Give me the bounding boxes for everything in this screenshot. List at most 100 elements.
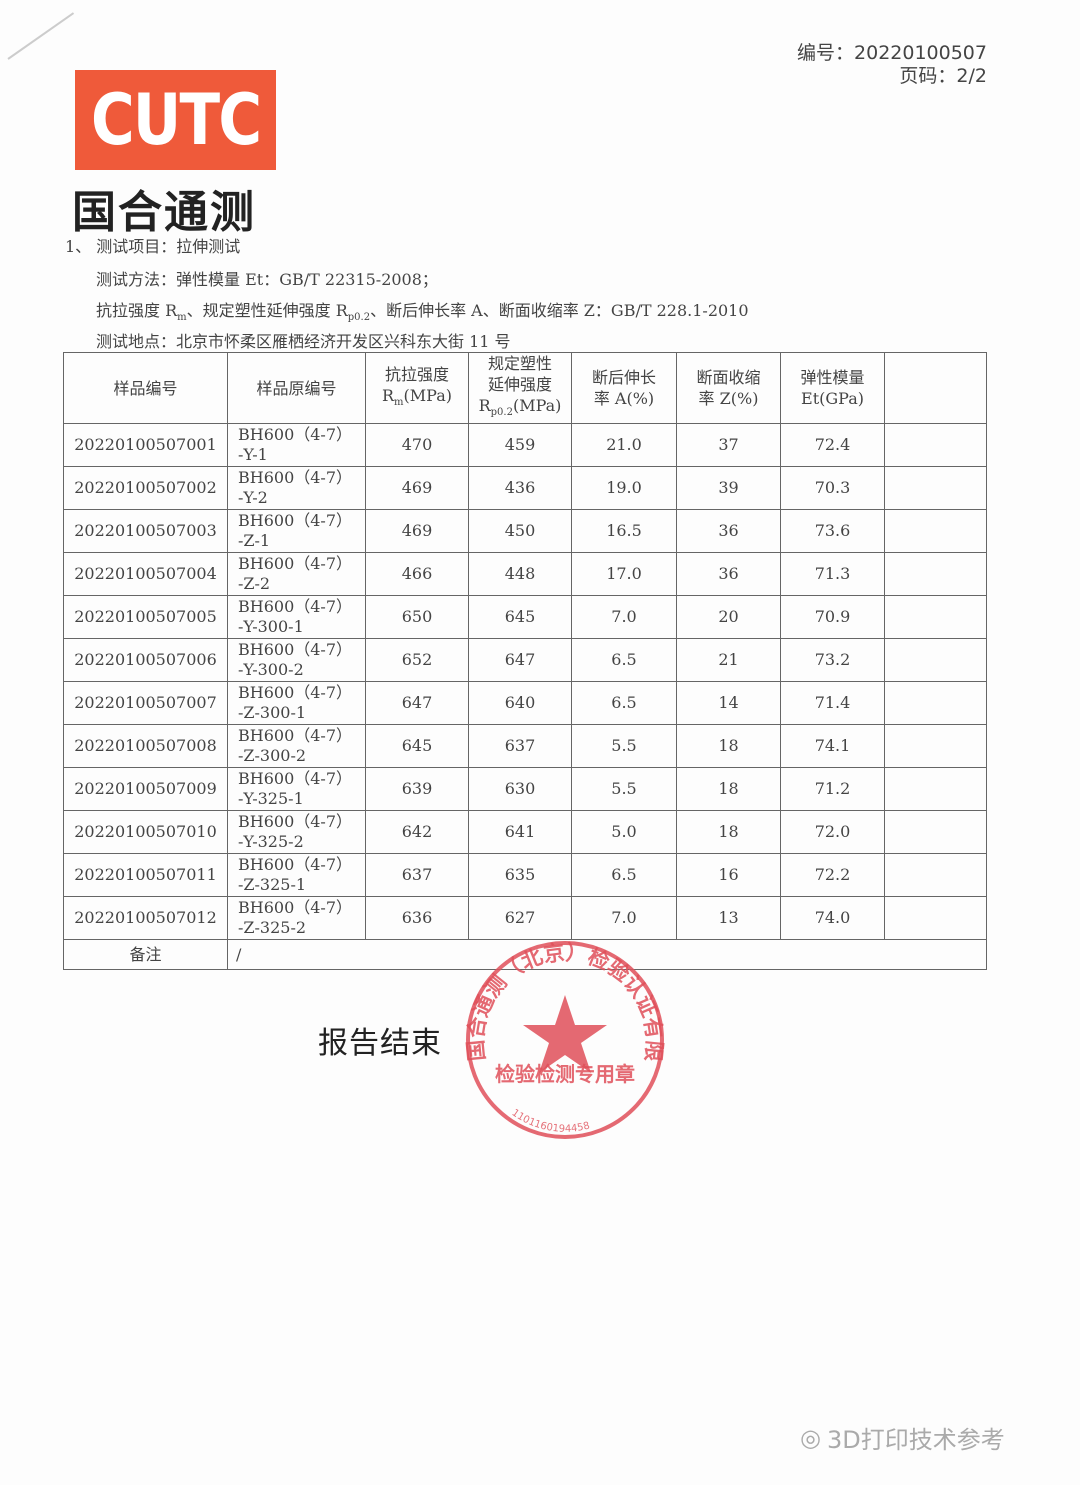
table-row: 20220100507003 BH600（4-7） -Z-1 469 450 16.5 36…: [63, 509, 987, 554]
tensile-strength: 645: [365, 724, 469, 769]
blank: [884, 552, 987, 597]
area-reduction: 18: [676, 724, 781, 769]
blank: [884, 767, 987, 812]
blank: [884, 638, 987, 683]
tensile-strength: 650: [365, 595, 469, 640]
tensile-strength: 642: [365, 810, 469, 855]
header-elongation: 断后伸长率 A(%): [571, 351, 677, 425]
original-id: BH600（4-7） -Y-325-2: [227, 810, 366, 855]
stamp-number: 1101160194458: [510, 1107, 591, 1134]
header-elastic-modulus: 弹性模量 Et(GPa): [780, 351, 885, 425]
table-row: 20220100507012 BH600（4-7） -Z-325-2 636 627 7.…: [63, 896, 987, 941]
tensile-strength: 469: [365, 509, 469, 554]
original-id: BH600（4-7） -Z-325-2: [227, 896, 366, 941]
area-reduction: 21: [676, 638, 781, 683]
results-table: 样品编号 样品原编号 抗拉强度 Rm(MPa) 规定塑性 延伸强度 Rp0.2(MPa) 断后…: [63, 351, 987, 971]
elastic-modulus: 72.4: [780, 423, 885, 468]
blank: [884, 896, 987, 941]
elongation: 19.0: [571, 466, 677, 511]
tensile-strength: 466: [365, 552, 469, 597]
sample-id: 20220100507012: [63, 896, 228, 941]
yield-strength: 630: [468, 767, 572, 812]
remark-label: 备注: [63, 939, 228, 971]
elastic-modulus: 71.4: [780, 681, 885, 726]
logo-cn-name: 国合通测: [72, 187, 256, 238]
sample-id: 20220100507002: [63, 466, 228, 511]
elongation: 17.0: [571, 552, 677, 597]
area-reduction: 20: [676, 595, 781, 640]
elastic-modulus: 74.1: [780, 724, 885, 769]
area-reduction: 18: [676, 810, 781, 855]
elastic-modulus: 71.2: [780, 767, 885, 812]
sample-id: 20220100507005: [63, 595, 228, 640]
elongation: 21.0: [571, 423, 677, 468]
sub-p: p0.2: [347, 312, 371, 324]
table-row: 20220100507007 BH600（4-7） -Z-300-1 647 640 6.…: [63, 681, 987, 726]
original-id: BH600（4-7） -Y-300-1: [227, 595, 366, 640]
elastic-modulus: 72.0: [780, 810, 885, 855]
standard-suffix: 、断后伸长率 A、断面收缩率 Z：GB/T 228.1-2010: [370, 301, 749, 320]
table-row: 20220100507011 BH600（4-7） -Z-325-1 637 635 6.…: [63, 853, 987, 898]
sub-m: m: [177, 312, 187, 324]
sample-id: 20220100507006: [63, 638, 228, 683]
yield-strength: 640: [468, 681, 572, 726]
yield-strength: 635: [468, 853, 572, 898]
area-reduction: 13: [676, 896, 781, 941]
elongation: 5.0: [571, 810, 677, 855]
elastic-modulus: 74.0: [780, 896, 885, 941]
report-end-text: 报告结束: [318, 1026, 442, 1061]
elastic-modulus: 73.6: [780, 509, 885, 554]
yield-strength: 459: [468, 423, 572, 468]
original-id: BH600（4-7） -Y-2: [227, 466, 366, 511]
table-row: 20220100507008 BH600（4-7） -Z-300-2 645 637 5.…: [63, 724, 987, 769]
report-number: 编号：20220100507: [797, 42, 987, 64]
blank: [884, 595, 987, 640]
original-id: BH600（4-7） -Z-300-1: [227, 681, 366, 726]
tensile-strength: 469: [365, 466, 469, 511]
tensile-strength: 470: [365, 423, 469, 468]
official-stamp: 国合通测（北京）检验认证有限公司 检验检测专用章 1101160194458: [455, 935, 667, 1139]
test-method: 测试方法：弹性模量 Et：GB/T 22315-2008；: [96, 270, 438, 289]
stamp-inner-text: 检验检测专用章: [495, 1062, 635, 1086]
sample-id: 20220100507003: [63, 509, 228, 554]
area-reduction: 36: [676, 509, 781, 554]
yield-strength: 448: [468, 552, 572, 597]
tensile-strength: 636: [365, 896, 469, 941]
elongation: 7.0: [571, 896, 677, 941]
yield-strength: 647: [468, 638, 572, 683]
blank: [884, 853, 987, 898]
blank: [884, 681, 987, 726]
elongation: 6.5: [571, 681, 677, 726]
cutc-logo: CUTC: [75, 70, 276, 170]
header-area-reduction: 断面收缩率 Z(%): [676, 351, 781, 425]
blank: [884, 509, 987, 554]
blank: [884, 423, 987, 468]
area-reduction: 14: [676, 681, 781, 726]
table-row: 20220100507002 BH600（4-7） -Y-2 469 436 19.0 39…: [63, 466, 987, 511]
sample-id: 20220100507010: [63, 810, 228, 855]
elastic-modulus: 73.2: [780, 638, 885, 683]
elongation: 5.5: [571, 724, 677, 769]
stamp-star: [523, 995, 607, 1073]
blank: [884, 810, 987, 855]
original-id: BH600（4-7） -Z-300-2: [227, 724, 366, 769]
blank: [884, 724, 987, 769]
standard-mid: 、规定塑性延伸强度 R: [186, 301, 348, 320]
stamp-ring: [466, 941, 664, 1139]
logo-text: CUTC: [90, 79, 262, 161]
elongation: 6.5: [571, 853, 677, 898]
yield-strength: 645: [468, 595, 572, 640]
elastic-modulus: 72.2: [780, 853, 885, 898]
tensile-strength: 647: [365, 681, 469, 726]
area-reduction: 16: [676, 853, 781, 898]
sample-id: 20220100507008: [63, 724, 228, 769]
yield-strength: 641: [468, 810, 572, 855]
original-id: BH600（4-7） -Y-325-1: [227, 767, 366, 812]
yield-strength: 637: [468, 724, 572, 769]
yield-strength: 436: [468, 466, 572, 511]
original-id: BH600（4-7） -Z-1: [227, 509, 366, 554]
header-sample-id: 样品编号: [63, 351, 228, 425]
sample-id: 20220100507009: [63, 767, 228, 812]
report-meta: 编号：20220100507 页码：2/2: [797, 42, 987, 88]
wechat-icon: ◎: [800, 1423, 821, 1452]
